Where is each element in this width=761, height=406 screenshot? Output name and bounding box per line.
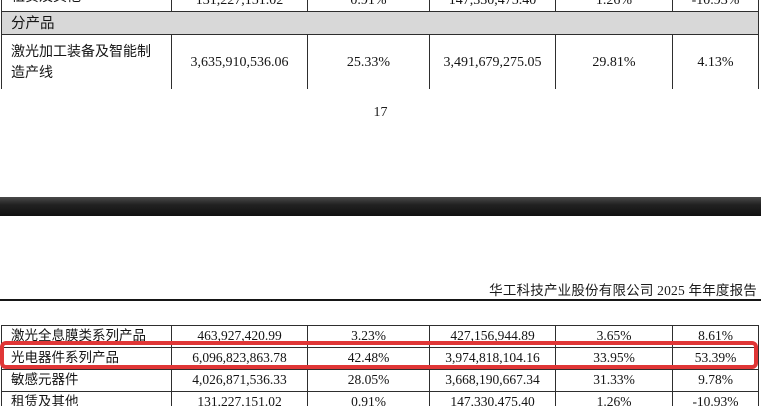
percent-cell: 1.26% — [555, 390, 673, 406]
percent-cell: 29.81% — [555, 33, 673, 89]
page-break-bar — [0, 197, 761, 216]
change-cell: 9.78% — [672, 368, 759, 392]
amount-cell: 131,227,151.02 — [171, 390, 308, 406]
section-header-label: 分产品 — [1, 10, 759, 35]
product-name-cell: 租赁及其他 — [1, 390, 172, 406]
product-name-cell: 激光全息膜类系列产品 — [1, 325, 172, 348]
amount-cell: 3,668,190,667.34 — [429, 368, 556, 392]
amount-cell: 4,026,871,536.33 — [171, 368, 308, 392]
product-name-cell: 敏感元器件 — [1, 368, 172, 392]
change-cell: 53.39% — [672, 346, 759, 370]
table-row-leasing-other: 租赁及其他 131,227,151.02 0.91% 147,330,475.4… — [1, 390, 759, 406]
amount-cell: 463,927,420.99 — [171, 325, 308, 348]
percent-cell: 1.26% — [555, 0, 673, 12]
table-row-holographic-film: 激光全息膜类系列产品 463,927,420.99 3.23% 427,156,… — [1, 325, 759, 348]
table-section-header-row: 分产品 — [1, 10, 759, 35]
amount-cell: 3,635,910,536.06 — [171, 33, 308, 89]
amount-cell: 3,491,679,275.05 — [429, 33, 556, 89]
amount-cell: 147,330,475.40 — [429, 0, 556, 12]
product-name-cell: 激光加工装备及智能制造产线 — [1, 33, 172, 89]
percent-cell: 28.05% — [307, 368, 430, 392]
top-product-table: 租赁及其他 131,227,151.02 0.91% 147,330,475.4… — [1, 0, 760, 89]
percent-cell: 31.33% — [555, 368, 673, 392]
percent-cell: 33.95% — [555, 346, 673, 370]
percent-cell: 3.65% — [555, 325, 673, 348]
change-cell: 8.61% — [672, 325, 759, 348]
change-cell: -10.93% — [672, 390, 759, 406]
product-name-cell: 租赁及其他 — [1, 0, 172, 12]
percent-cell: 3.23% — [307, 325, 430, 348]
amount-cell: 131,227,151.02 — [171, 0, 308, 12]
change-cell: 4.13% — [672, 33, 759, 89]
report-header: 华工科技产业股份有限公司 2025 年年度报告 — [489, 283, 757, 298]
amount-cell: 427,156,944.89 — [429, 325, 556, 348]
amount-cell: 147,330,475.40 — [429, 390, 556, 406]
table-row-partial-top: 租赁及其他 131,227,151.02 0.91% 147,330,475.4… — [1, 0, 759, 12]
page-number: 17 — [373, 105, 388, 120]
table-row-sensitive-components: 敏感元器件 4,026,871,536.33 28.05% 3,668,190,… — [1, 368, 759, 392]
product-name-cell: 光电器件系列产品 — [1, 346, 172, 370]
percent-cell: 42.48% — [307, 346, 430, 370]
header-rule — [0, 299, 761, 301]
table-row-optoelectronic-highlighted: 光电器件系列产品 6,096,823,863.78 42.48% 3,974,8… — [1, 346, 759, 370]
table-row-laser-equipment: 激光加工装备及智能制造产线 3,635,910,536.06 25.33% 3,… — [1, 33, 759, 89]
percent-cell: 0.91% — [307, 390, 430, 406]
change-cell: -10.93% — [672, 0, 759, 12]
percent-cell: 0.91% — [307, 0, 430, 12]
percent-cell: 25.33% — [307, 33, 430, 89]
bottom-product-table: 激光全息膜类系列产品 463,927,420.99 3.23% 427,156,… — [1, 325, 760, 406]
amount-cell: 6,096,823,863.78 — [171, 346, 308, 370]
amount-cell: 3,974,818,104.16 — [429, 346, 556, 370]
